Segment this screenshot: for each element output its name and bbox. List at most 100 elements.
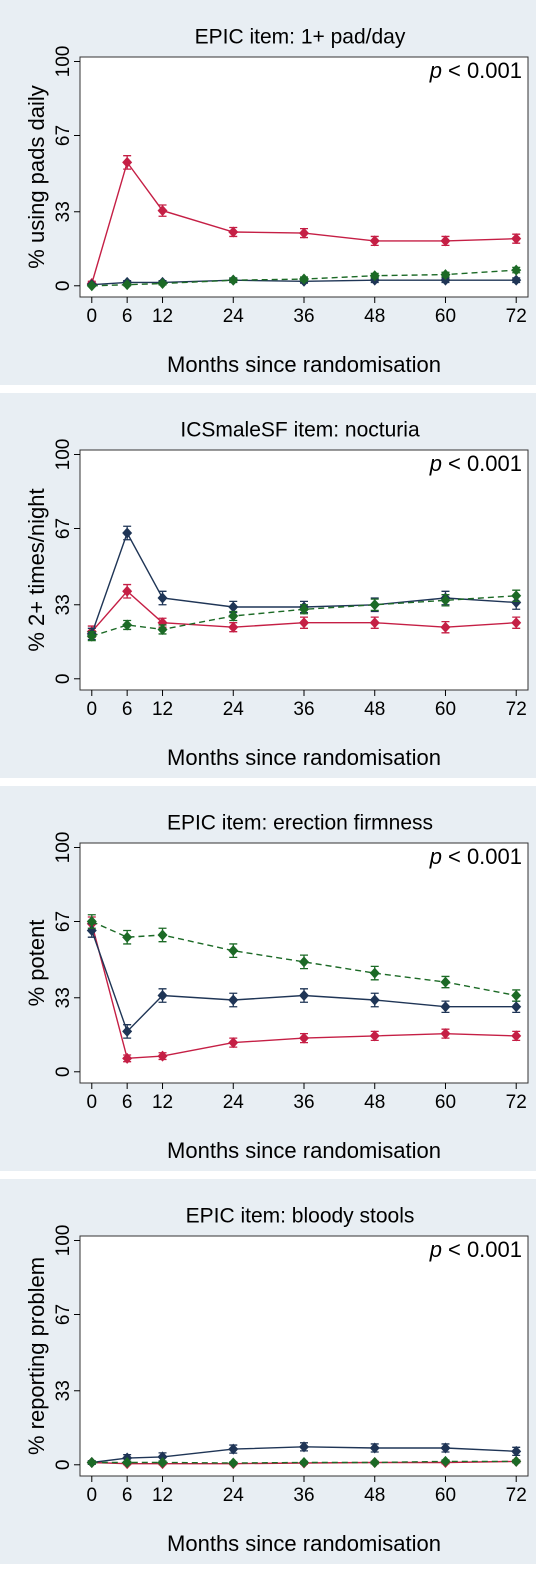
marker — [440, 269, 451, 281]
annotation-symbol: p — [429, 58, 442, 83]
marker — [157, 278, 168, 290]
marker — [369, 270, 380, 282]
marker — [299, 603, 309, 615]
x-tick-label: 36 — [293, 1485, 314, 1506]
marker — [440, 1442, 451, 1454]
marker — [299, 273, 309, 285]
y-tick-label: 67 — [53, 125, 74, 146]
x-tick-label: 24 — [223, 306, 245, 327]
marker — [228, 945, 239, 957]
x-tick-label: 12 — [152, 306, 173, 327]
annotation-symbol: p — [429, 451, 442, 476]
marker — [369, 1442, 380, 1454]
marker — [511, 1030, 522, 1042]
marker — [86, 924, 97, 936]
series-line — [91, 531, 517, 635]
annotation: p < 0.001 — [429, 844, 522, 869]
x-axis-label: Months since randomisation — [167, 1138, 441, 1163]
panel: 0 33 67 100 0 6 12 24 36 48 60 72 EPIC item: 1+ pad/… — [0, 0, 536, 385]
x-tick-label: 36 — [293, 1092, 314, 1113]
marker — [511, 274, 522, 286]
series-line — [91, 590, 517, 633]
marker — [369, 994, 380, 1006]
x-tick-label: 24 — [223, 1485, 245, 1506]
marker — [511, 233, 522, 245]
x-axis-label: Months since randomisation — [167, 745, 441, 770]
x-tick-label: 12 — [152, 1092, 173, 1113]
x-tick-label: 48 — [364, 699, 385, 720]
marker — [122, 156, 133, 168]
marker — [157, 990, 168, 1002]
y-tick-label: 100 — [53, 832, 74, 864]
series-line — [91, 923, 517, 1060]
x-tick-label: 72 — [506, 1092, 527, 1113]
marker — [122, 527, 133, 539]
marker — [440, 976, 451, 988]
y-tick-label: 67 — [53, 911, 74, 932]
x-tick-label: 60 — [435, 1092, 456, 1113]
marker — [86, 280, 97, 292]
marker — [86, 630, 97, 642]
x-tick-label: 6 — [122, 306, 133, 327]
panel: 0 33 67 100 0 6 12 24 36 48 60 72 EPIC item: bloody … — [0, 1179, 536, 1564]
y-tick-label: 33 — [53, 1380, 74, 1401]
marker — [440, 621, 451, 633]
series-line — [91, 1460, 517, 1464]
marker — [369, 235, 380, 247]
y-axis-label: % using pads daily — [24, 85, 49, 268]
y-axis-label: % 2+ times/night — [24, 488, 49, 651]
marker — [228, 226, 239, 238]
y-axis-label: % potent — [24, 920, 49, 1007]
marker — [369, 1030, 380, 1042]
marker — [228, 1443, 239, 1455]
marker — [228, 274, 239, 286]
y-tick-label: 0 — [53, 280, 74, 291]
marker — [157, 1457, 168, 1469]
x-axis-label: Months since randomisation — [167, 1531, 441, 1556]
marker — [440, 1001, 451, 1013]
marker — [511, 990, 522, 1002]
marker — [122, 1457, 133, 1469]
annotation: p < 0.001 — [429, 1237, 522, 1262]
chart-title: EPIC item: bloody stools — [186, 1205, 415, 1228]
marker — [86, 916, 97, 928]
marker — [299, 1032, 309, 1044]
marker — [440, 594, 451, 606]
y-tick-label: 67 — [53, 518, 74, 539]
marker — [440, 1455, 451, 1467]
y-tick-label: 0 — [53, 673, 74, 684]
x-tick-label: 72 — [506, 306, 527, 327]
marker — [511, 1445, 522, 1457]
x-tick-label: 6 — [122, 1092, 133, 1113]
marker — [122, 279, 133, 291]
chart-title: EPIC item: 1+ pad/day — [195, 26, 406, 49]
x-tick-label: 24 — [223, 1092, 245, 1113]
marker — [157, 1451, 168, 1463]
plot-area — [79, 56, 529, 298]
x-axis-label: Months since randomisation — [167, 352, 441, 377]
x-tick-label: 12 — [152, 699, 173, 720]
chart-title: ICSmaleSF item: nocturia — [180, 419, 420, 442]
annotation-text: < 0.001 — [448, 58, 522, 83]
marker — [511, 597, 522, 609]
marker — [511, 590, 522, 602]
chart-title: EPIC item: erection firmness — [167, 812, 433, 835]
series-line — [91, 595, 517, 637]
marker — [369, 617, 380, 629]
y-tick-label: 0 — [53, 1066, 74, 1077]
x-tick-label: 0 — [87, 1092, 98, 1113]
marker — [299, 227, 309, 239]
marker — [228, 610, 239, 622]
x-tick-label: 12 — [152, 1485, 173, 1506]
series-line — [91, 1460, 517, 1465]
marker — [299, 617, 309, 629]
marker — [299, 1457, 309, 1469]
x-tick-label: 60 — [435, 699, 456, 720]
marker — [228, 601, 239, 613]
series-line — [91, 1446, 517, 1464]
marker — [511, 1001, 522, 1013]
x-tick-label: 36 — [293, 306, 314, 327]
x-tick-label: 24 — [223, 699, 245, 720]
x-tick-label: 60 — [435, 306, 456, 327]
